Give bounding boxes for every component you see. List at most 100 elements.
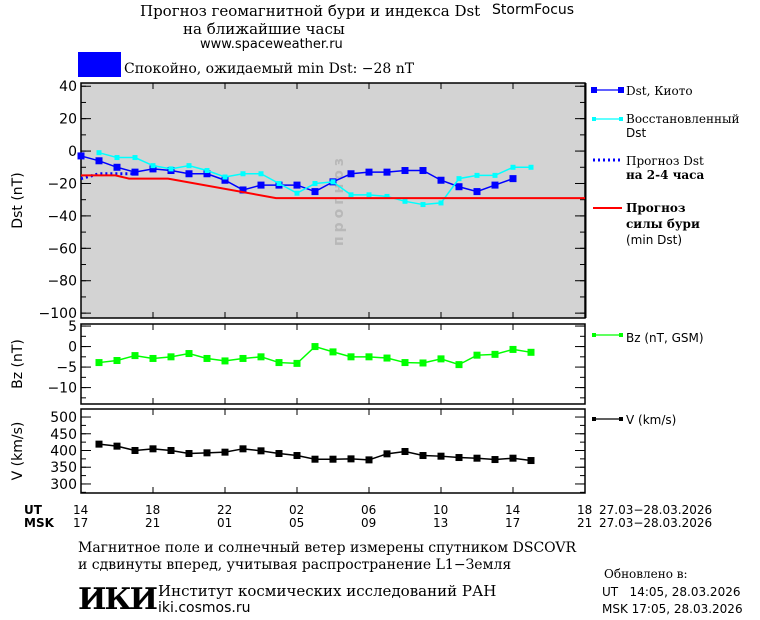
data-point xyxy=(275,359,283,367)
data-point xyxy=(527,457,535,465)
iki-logo: ИКИ xyxy=(78,582,158,617)
data-point xyxy=(185,350,193,358)
data-point xyxy=(239,354,247,362)
data-point xyxy=(167,446,175,454)
data-point xyxy=(203,170,211,178)
data-point xyxy=(420,202,426,208)
legend-storm-1: Прогноз xyxy=(626,201,686,215)
y-tick-label: −20 xyxy=(47,176,77,192)
data-point xyxy=(257,447,265,455)
ut-tick-label: 06 xyxy=(361,503,377,517)
y-tick-label: 40 xyxy=(59,79,77,95)
data-point xyxy=(293,359,301,367)
data-point xyxy=(437,452,445,460)
legend-restored-2: Dst xyxy=(626,126,647,140)
data-point xyxy=(491,456,499,464)
data-point xyxy=(509,454,517,462)
data-point xyxy=(383,168,391,176)
msk-label: MSK xyxy=(24,516,54,530)
data-point xyxy=(419,167,427,175)
data-point xyxy=(240,171,246,177)
data-point xyxy=(257,353,265,361)
y-tick-label: −10 xyxy=(47,381,77,397)
data-point xyxy=(186,163,192,169)
series-line-0-2 xyxy=(80,172,135,181)
y-tick-label: 350 xyxy=(50,460,77,476)
y-axis-label-dst: Dst (nT) xyxy=(10,172,26,228)
data-point xyxy=(203,354,211,362)
ut-tick-label: 02 xyxy=(289,503,305,517)
data-point xyxy=(401,167,409,175)
y-axis-label-bz: Bz (nT) xyxy=(10,339,26,389)
data-point xyxy=(455,183,463,191)
website-link[interactable]: www.spaceweather.ru xyxy=(200,37,343,52)
data-point xyxy=(330,179,336,185)
y-tick-label: 400 xyxy=(50,443,77,459)
institute-site-link[interactable]: iki.cosmos.ru xyxy=(158,600,251,616)
data-point xyxy=(365,353,373,361)
ut-tick-label: 14 xyxy=(505,503,521,517)
updated-ut: UT 14:05, 28.03.2026 xyxy=(602,585,741,599)
data-point xyxy=(347,170,355,178)
chart-title-line2: на ближайшие часы xyxy=(183,20,345,38)
legend-marker xyxy=(592,117,596,121)
data-point xyxy=(527,348,535,356)
msk-tick-label: 21 xyxy=(145,516,161,530)
data-point xyxy=(329,455,337,463)
data-point xyxy=(347,353,355,361)
legend-storm-2: силы бури xyxy=(626,217,700,231)
data-point xyxy=(222,174,228,180)
data-point xyxy=(474,172,480,178)
data-point xyxy=(132,155,138,161)
data-point xyxy=(275,450,283,458)
data-point xyxy=(221,357,229,365)
data-point xyxy=(293,181,301,189)
msk-tick-label: 05 xyxy=(289,516,305,530)
ut-tick-label: 22 xyxy=(217,503,233,517)
legend-marker xyxy=(619,333,623,337)
legend-forecast-1: Прогноз Dst xyxy=(626,154,704,168)
ut-tick-label: 18 xyxy=(577,503,593,517)
data-point xyxy=(203,449,211,457)
ut-label: UT xyxy=(24,503,42,517)
data-point xyxy=(311,455,319,463)
y-tick-label: 0 xyxy=(68,144,77,160)
data-point xyxy=(96,150,102,156)
ut-tick-label: 18 xyxy=(145,503,161,517)
data-point xyxy=(528,164,534,170)
updated-label: Обновлено в: xyxy=(604,567,688,581)
ut-tick-label: 14 xyxy=(73,503,89,517)
data-point xyxy=(221,448,229,456)
data-point xyxy=(149,445,157,453)
data-point xyxy=(293,452,301,460)
data-point xyxy=(510,164,516,170)
data-point xyxy=(258,171,264,177)
y-axis-label-v: V (km/s) xyxy=(10,422,26,481)
msk-tick-label: 01 xyxy=(217,516,233,530)
data-point xyxy=(366,192,372,198)
legend-marker xyxy=(619,417,623,421)
data-point xyxy=(185,450,193,458)
status-text: Спокойно, ожидаемый min Dst: −28 nT xyxy=(124,61,415,77)
data-point xyxy=(384,193,390,199)
data-point xyxy=(276,180,282,186)
ut-date-range: 27.03−28.03.2026 xyxy=(599,503,713,517)
forecast-zone-label: прогноз xyxy=(331,154,347,246)
y-tick-label: −100 xyxy=(39,306,77,322)
panel-frame-bz xyxy=(80,323,586,405)
data-point xyxy=(347,455,355,463)
status-color-swatch xyxy=(78,52,121,77)
y-tick-label: 500 xyxy=(50,410,77,426)
data-point xyxy=(419,359,427,367)
data-point xyxy=(239,445,247,453)
data-point xyxy=(509,175,517,183)
forecast-zone xyxy=(81,83,585,318)
legend-restored-1: Восстановленный xyxy=(626,112,740,126)
data-point xyxy=(149,165,157,173)
data-point xyxy=(491,350,499,358)
y-tick-label: 300 xyxy=(50,477,77,493)
data-point xyxy=(437,176,445,184)
data-point xyxy=(437,355,445,363)
y-tick-label: 5 xyxy=(68,319,77,335)
data-point xyxy=(294,190,300,196)
